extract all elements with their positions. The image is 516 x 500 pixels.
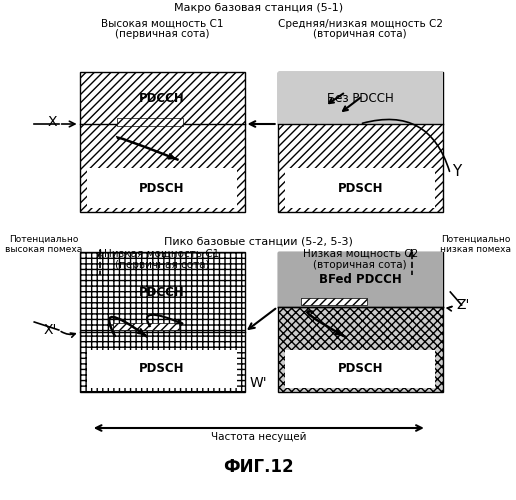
Text: W': W' [249,376,267,390]
Text: (первичная сота): (первичная сота) [115,29,209,39]
Bar [87,168,237,208]
Text: PDCCH: PDCCH [139,286,185,298]
Text: PDSCH: PDSCH [139,182,185,194]
Text: X: X [47,115,57,129]
Text: PDSCH: PDSCH [337,182,383,194]
Bar [117,118,183,126]
Text: Высокая мощность С1: Высокая мощность С1 [101,19,223,29]
Bar [87,350,237,388]
Text: Низкая мощность С2: Низкая мощность С2 [302,249,418,259]
Bar [278,72,443,124]
Text: (вторичная сота): (вторичная сота) [313,29,407,39]
Text: Z': Z' [456,298,470,312]
Text: Y: Y [452,164,461,180]
Bar [301,298,367,305]
Text: PDSCH: PDSCH [139,362,185,376]
Text: (вторичная сота): (вторичная сота) [313,260,407,270]
Text: Пико базовые станции (5-2, 5-3): Пико базовые станции (5-2, 5-3) [165,237,353,247]
Text: Без PDCCH: Без PDCCH [327,92,394,104]
Bar [112,323,179,330]
Bar [278,72,443,212]
Bar [278,252,443,307]
Text: Макро базовая станция (5-1): Макро базовая станция (5-1) [174,3,343,13]
Text: Потенциально
низкая помеха: Потенциально низкая помеха [440,235,511,255]
Bar [278,252,443,392]
Text: Средняя/низкая мощность С2: Средняя/низкая мощность С2 [278,19,443,29]
Text: Потенциально
высокая помеха: Потенциально высокая помеха [5,235,83,255]
Bar [285,350,435,388]
Text: ФИГ.12: ФИГ.12 [223,458,294,476]
Text: (первичная сота): (первичная сота) [115,260,209,270]
Text: PDCCH: PDCCH [139,92,185,104]
Text: PDSCH: PDSCH [337,362,383,376]
Bar [285,168,435,208]
Text: Частота несущей: Частота несущей [211,432,307,442]
Bar [79,252,245,392]
Text: Низкая мощность С1: Низкая мощность С1 [104,249,220,259]
Text: BFed PDCCH: BFed PDCCH [319,273,401,286]
Bar [79,72,245,212]
Text: X': X' [43,323,57,337]
